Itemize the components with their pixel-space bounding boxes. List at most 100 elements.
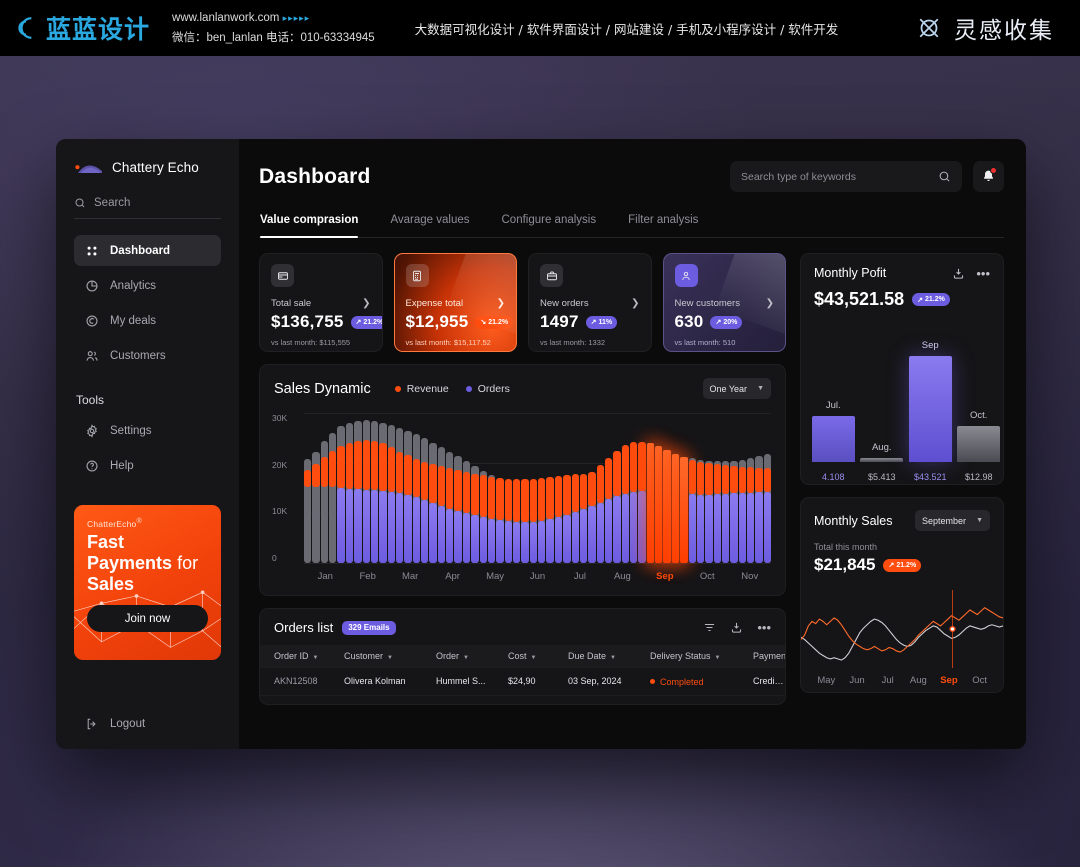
bar-revenue xyxy=(538,478,546,521)
users-icon xyxy=(86,350,98,361)
bar-group xyxy=(379,413,387,563)
tab-filter-analysis[interactable]: Filter analysis xyxy=(628,214,699,226)
monthly-profit-value-row: $43,521.58 ↗ 21.2% xyxy=(814,289,990,310)
sales-x-tick: Jul xyxy=(881,675,894,686)
bar-group xyxy=(429,413,437,563)
download-icon[interactable] xyxy=(730,621,743,634)
x-tick: Feb xyxy=(359,571,376,582)
monthly-sales-value: $21,845 xyxy=(814,555,876,574)
stat-label: New customers xyxy=(674,298,740,309)
more-options-icon[interactable]: ••• xyxy=(976,265,990,281)
profit-value-label: $43.521 xyxy=(913,472,947,482)
sidebar-search-input[interactable] xyxy=(94,197,221,209)
bar-orders xyxy=(638,491,646,563)
sales-line-svg xyxy=(801,590,1003,668)
bar-revenue xyxy=(638,441,646,492)
bar-group xyxy=(329,413,337,563)
chevron-right-icon[interactable]: ❯ xyxy=(631,297,640,309)
profit-bar[interactable] xyxy=(957,425,1001,462)
bar-revenue xyxy=(379,443,387,491)
table-row[interactable]: AKN12508 Olivera Kolman Hummel S... $24,… xyxy=(260,667,785,696)
logout-label: Logout xyxy=(110,718,146,730)
range-select[interactable]: One Year ▼ xyxy=(702,378,771,399)
stat-card-new-orders[interactable]: New orders ❯ 1497 ↗ 11% vs last month: 1… xyxy=(528,253,652,352)
legend-item-revenue: Revenue xyxy=(394,383,449,395)
column-payment[interactable]: Payment▼ xyxy=(753,645,785,668)
monthly-sales-panel: Monthly Sales September ▼ Total this mon… xyxy=(800,497,1004,693)
sidebar-item-my-deals[interactable]: My deals xyxy=(74,305,221,336)
column-delivery-status[interactable]: Delivery Status ▼ xyxy=(650,645,753,668)
stat-subtext: vs last month: 510 xyxy=(674,338,736,347)
column-due-date[interactable]: Due Date ▼ xyxy=(568,645,650,668)
sidebar: Chattery Echo Dashboard Analytics xyxy=(56,139,239,749)
bar-group xyxy=(546,413,554,563)
x-tick: Sep xyxy=(656,571,674,582)
tab-configure-analysis[interactable]: Configure analysis xyxy=(501,214,597,226)
stat-card-new-customers[interactable]: New customers ❯ 630 ↗ 20% vs last month:… xyxy=(662,253,786,352)
month-select[interactable]: September ▼ xyxy=(915,510,990,531)
chevron-right-icon[interactable]: ❯ xyxy=(496,297,505,309)
more-options-icon[interactable]: ••• xyxy=(757,620,771,635)
column-customer[interactable]: Customer ▼ xyxy=(344,645,436,668)
status-label: Pending xyxy=(660,704,693,705)
sidebar-item-analytics[interactable]: Analytics xyxy=(74,270,221,301)
sidebar-item-settings[interactable]: Settings xyxy=(74,415,221,446)
inspiration-logo: 灵感收集 xyxy=(914,11,1066,45)
bar-orders xyxy=(412,497,421,563)
bar-total xyxy=(304,459,312,563)
search-input[interactable] xyxy=(741,170,938,183)
profit-bar-caption: Oct. xyxy=(970,409,988,421)
column-cost[interactable]: Cost ▼ xyxy=(508,645,568,668)
bar-group xyxy=(521,413,529,563)
sidebar-item-customers[interactable]: Customers xyxy=(74,340,221,371)
stat-delta-badge: ↗ 21.2% xyxy=(350,315,382,329)
stat-card-total-sale[interactable]: Total sale ❯ $136,755 ↗ 21.2% vs last mo… xyxy=(259,253,383,352)
column-order-id[interactable]: Order ID ▼ xyxy=(260,645,344,668)
bar-revenue xyxy=(496,477,504,521)
filter-icon[interactable] xyxy=(703,621,716,634)
tab-value-comprasion[interactable]: Value comprasion xyxy=(260,214,359,238)
bar-orders xyxy=(379,490,387,563)
gear-icon xyxy=(87,423,97,438)
range-select-value: One Year xyxy=(709,383,748,394)
sidebar-search[interactable] xyxy=(74,197,221,219)
page-title: Dashboard xyxy=(259,164,371,188)
profit-bar[interactable] xyxy=(860,458,904,462)
profit-bar[interactable] xyxy=(811,415,855,462)
sales-dynamic-header: Sales Dynamic Revenue Orders xyxy=(274,378,771,399)
y-tick: 10K xyxy=(272,506,288,517)
profit-bar[interactable] xyxy=(908,355,952,462)
registered-icon: ® xyxy=(136,517,142,525)
join-now-button[interactable]: Join now xyxy=(87,605,208,632)
bar-revenue xyxy=(354,441,362,490)
app-logo[interactable]: Chattery Echo xyxy=(74,159,221,175)
sales-marker-point[interactable] xyxy=(950,627,955,632)
notifications-button[interactable] xyxy=(973,161,1004,192)
bar-orders xyxy=(496,520,504,563)
trend-up-icon: ↗ xyxy=(715,319,722,326)
chevron-right-icon[interactable]: ❯ xyxy=(362,297,371,309)
arrow-dots-icon: ▸▸▸▸▸ xyxy=(282,12,311,23)
tab-avarage-values[interactable]: Avarage values xyxy=(390,214,470,226)
bar-group xyxy=(312,413,320,563)
bar-orders xyxy=(563,514,571,563)
sidebar-item-help[interactable]: Help xyxy=(74,450,221,481)
bar-revenue xyxy=(521,479,529,523)
x-tick: Aug xyxy=(613,571,631,582)
logout-button[interactable]: Logout xyxy=(74,717,221,731)
bar-group xyxy=(538,413,546,563)
column-order[interactable]: Order ▼ xyxy=(436,645,508,668)
bar-group xyxy=(646,413,655,563)
sales-dynamic-panel: Sales Dynamic Revenue Orders xyxy=(259,364,786,596)
card-icon-wrap xyxy=(271,264,294,287)
table-row[interactable]: TML30321 Kemal Selman Nike T-Shirt $41,9… xyxy=(260,695,785,705)
stat-card-expense-total[interactable]: Expense total ❯ $12,955 ↘ 21.2% vs last … xyxy=(393,253,517,352)
chevron-right-icon[interactable]: ❯ xyxy=(765,297,774,309)
bar-revenue xyxy=(504,478,512,522)
sidebar-item-dashboard[interactable]: Dashboard xyxy=(74,235,221,266)
global-search[interactable] xyxy=(730,161,962,192)
download-icon[interactable] xyxy=(952,267,965,280)
bar-group xyxy=(370,413,379,563)
bar-group xyxy=(471,413,479,563)
bar-group xyxy=(755,413,763,563)
